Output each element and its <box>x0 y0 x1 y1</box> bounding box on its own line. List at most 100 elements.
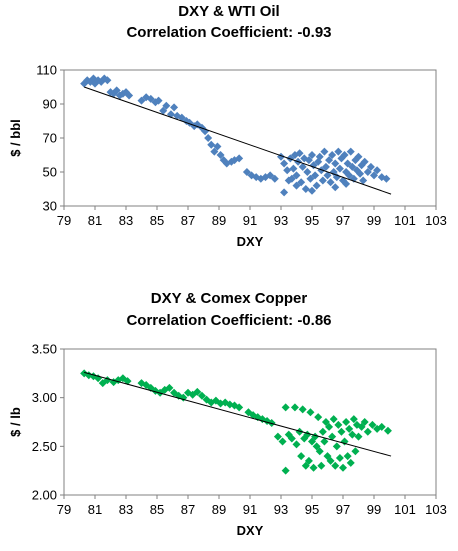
copper-y-tick-label: 2.50 <box>32 439 57 454</box>
oil-data-point <box>193 120 202 129</box>
oil-data-point <box>306 174 315 183</box>
oil-x-tick-label: 95 <box>305 213 319 228</box>
copper-data-point <box>318 427 327 436</box>
oil-x-tick-label: 81 <box>88 213 102 228</box>
copper-data-point <box>317 461 326 470</box>
copper-data-point <box>109 378 118 387</box>
oil-data-point <box>315 152 324 161</box>
copper-x-tick-label: 91 <box>243 502 257 517</box>
copper-x-tick-label: 103 <box>425 502 447 517</box>
copper-x-tick-label: 99 <box>367 502 381 517</box>
copper-data-point <box>225 400 234 409</box>
oil-data-point <box>204 134 213 142</box>
oil-data-point <box>210 147 219 156</box>
copper-data-point <box>334 420 343 429</box>
oil-data-point <box>334 147 343 156</box>
copper-data-point <box>368 420 377 429</box>
copper-data-point <box>340 437 349 446</box>
oil-x-tick-label: 91 <box>243 213 257 228</box>
oil-data-point <box>154 96 163 105</box>
oil-data-point <box>312 181 321 190</box>
oil-data-point <box>335 164 344 173</box>
copper-data-point <box>258 415 267 424</box>
copper-data-point <box>303 430 312 439</box>
oil-data-point <box>280 159 289 168</box>
oil-data-point <box>289 164 298 173</box>
oil-y-axis-label: $ / bbl <box>8 119 23 157</box>
copper-data-point <box>354 432 363 441</box>
copper-data-point <box>320 437 329 446</box>
oil-x-tick-label: 85 <box>150 213 164 228</box>
copper-x-tick-label: 87 <box>181 502 195 517</box>
oil-data-point <box>112 86 121 95</box>
copper-x-tick-label: 89 <box>212 502 226 517</box>
oil-y-tick-label: 110 <box>36 63 57 78</box>
copper-x-tick-label: 101 <box>394 502 416 517</box>
copper-data-point <box>297 452 306 461</box>
copper-data-point <box>146 383 155 392</box>
oil-data-point <box>359 176 368 185</box>
copper-data-point <box>301 461 310 470</box>
copper-x-axis-label: DXY <box>237 523 264 538</box>
copper-data-point <box>337 427 346 436</box>
oil-data-point <box>298 162 307 171</box>
oil-x-tick-label: 97 <box>336 213 350 228</box>
oil-data-point <box>331 159 340 168</box>
copper-x-tick-label: 85 <box>150 502 164 517</box>
oil-data-point <box>345 171 354 180</box>
copper-data-point <box>309 463 318 472</box>
copper-data-point <box>281 466 290 475</box>
oil-data-point <box>354 152 363 161</box>
oil-x-axis-label: DXY <box>237 234 264 249</box>
oil-data-point <box>328 151 337 159</box>
copper-chart-title: DXY & Comex Copper <box>150 290 308 307</box>
oil-data-point <box>340 151 349 159</box>
copper-data-point <box>193 387 202 396</box>
oil-data-point <box>295 149 304 158</box>
oil-x-tick-label: 103 <box>425 213 447 228</box>
oil-data-point <box>292 171 301 180</box>
copper-data-point <box>346 458 355 467</box>
copper-trendline <box>84 371 392 457</box>
oil-data-point <box>323 171 332 180</box>
oil-data-point <box>342 179 351 188</box>
copper-data-point <box>329 415 338 424</box>
oil-data-point <box>329 168 338 176</box>
copper-data-point <box>360 418 369 426</box>
copper-data-point <box>267 418 276 427</box>
oil-data-point <box>292 181 301 190</box>
oil-x-tick-label: 79 <box>57 213 71 228</box>
oil-data-point <box>311 171 320 180</box>
oil-data-point <box>370 171 378 180</box>
copper-data-point <box>202 395 211 404</box>
oil-data-point <box>356 169 365 178</box>
copper-data-point <box>304 456 313 465</box>
copper-data-point <box>235 403 244 412</box>
oil-data-point <box>213 142 222 151</box>
oil-data-point <box>286 154 295 163</box>
oil-data-point <box>159 106 168 115</box>
copper-data-point <box>278 437 287 446</box>
copper-data-point <box>295 427 304 436</box>
oil-data-point <box>162 101 171 110</box>
copper-data-point <box>314 413 323 422</box>
copper-data-point <box>281 403 290 412</box>
copper-data-point <box>325 422 334 431</box>
oil-y-tick-label: 90 <box>43 97 57 112</box>
oil-data-point <box>318 176 327 185</box>
copper-x-tick-label: 93 <box>274 502 288 517</box>
copper-data-point <box>273 432 282 441</box>
copper-y-tick-label: 2.00 <box>32 488 57 503</box>
copper-data-point <box>328 432 337 441</box>
oil-data-point <box>346 147 355 156</box>
copper-x-tick-label: 97 <box>336 502 350 517</box>
oil-x-tick-label: 101 <box>394 213 416 228</box>
oil-data-point <box>270 174 279 183</box>
copper-data-point <box>343 452 352 461</box>
oil-data-point <box>325 156 334 165</box>
oil-x-tick-label: 87 <box>181 213 195 228</box>
oil-y-tick-label: 50 <box>43 165 57 180</box>
oil-data-point <box>280 188 289 197</box>
oil-data-point <box>287 174 296 183</box>
oil-data-point <box>317 166 326 175</box>
